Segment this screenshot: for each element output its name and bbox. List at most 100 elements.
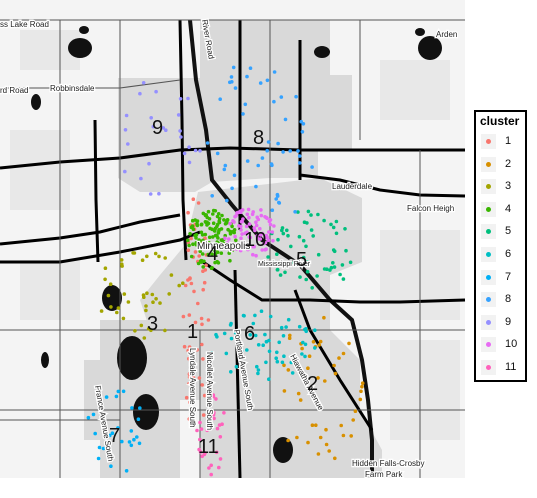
cluster-point-4 — [228, 229, 232, 234]
cluster-point-11 — [207, 381, 212, 386]
cluster-point-8 — [231, 65, 236, 70]
cluster-point-2 — [298, 398, 303, 402]
legend-label-11: 11 — [505, 361, 517, 373]
arden-label: Arden — [436, 30, 457, 39]
cluster-point-1 — [197, 254, 201, 258]
legend-key-5 — [481, 224, 496, 240]
cluster-point-7 — [97, 445, 102, 450]
cluster-point-2 — [308, 388, 312, 393]
cluster-point-7 — [104, 395, 109, 399]
cluster-point-11 — [209, 463, 213, 468]
cluster-point-8 — [275, 194, 280, 198]
legend-dot-1 — [486, 139, 491, 144]
cluster-point-11 — [212, 416, 216, 421]
cluster-point-1 — [206, 318, 211, 322]
cluster-point-5 — [306, 209, 311, 214]
cluster-point-4 — [206, 252, 210, 257]
cluster-point-6 — [313, 346, 317, 350]
cluster-point-3 — [108, 282, 113, 287]
cluster-point-1 — [188, 276, 192, 280]
cluster-point-6 — [290, 371, 295, 375]
cluster-point-5 — [289, 244, 293, 249]
cluster-point-4 — [206, 221, 211, 226]
lauderdale-label: Lauderdale — [332, 182, 373, 191]
cluster-point-7 — [121, 389, 126, 394]
cluster-point-9 — [179, 135, 183, 139]
cluster-point-7 — [96, 456, 101, 461]
cluster-point-4 — [225, 218, 230, 222]
cluster-point-7 — [101, 446, 106, 451]
cluster-point-5 — [304, 277, 309, 282]
cluster-point-3 — [109, 305, 113, 309]
cluster-point-6 — [300, 352, 304, 356]
cluster-point-2 — [310, 423, 315, 428]
cluster-point-6 — [297, 324, 302, 329]
lyndale-label: Lyndale Avenue South — [188, 348, 197, 428]
cluster-point-3 — [169, 273, 174, 277]
cluster-point-11 — [207, 427, 211, 431]
cluster-point-7 — [129, 429, 134, 433]
cluster-point-8 — [232, 173, 237, 178]
cluster-point-4 — [216, 236, 220, 240]
cluster-point-9 — [154, 89, 158, 94]
cluster-point-10 — [265, 216, 269, 221]
legend-item-11: 11 — [476, 358, 525, 378]
cluster-point-6 — [274, 356, 279, 361]
cluster-point-10 — [239, 236, 243, 240]
cluster-point-1 — [193, 320, 198, 325]
cluster-point-7 — [116, 426, 120, 430]
cluster-point-6 — [275, 350, 279, 355]
cluster-point-5 — [340, 263, 345, 267]
cluster-point-10 — [258, 237, 263, 241]
legend-key-11 — [481, 360, 496, 375]
cluster-point-9 — [178, 97, 183, 101]
cluster-point-9 — [187, 160, 192, 165]
cluster-point-8 — [215, 151, 220, 156]
legend-dot-9 — [486, 319, 491, 325]
cluster-point-3 — [145, 254, 149, 259]
legend-key-8 — [481, 292, 496, 308]
cluster-point-4 — [194, 236, 198, 240]
cluster-point-10 — [245, 212, 250, 217]
mississippi-label: Mississippi River — [258, 261, 311, 268]
cluster-point-8 — [277, 200, 281, 205]
cluster-point-6 — [286, 317, 291, 322]
cluster-point-7 — [108, 433, 112, 438]
cluster-point-9 — [138, 91, 142, 96]
legend-item-1: 1 — [476, 132, 525, 152]
cluster-point-9 — [157, 191, 161, 196]
highways — [0, 19, 466, 479]
cluster-point-8 — [223, 163, 228, 168]
cluster-point-2 — [327, 449, 332, 453]
legend-label-6: 6 — [505, 248, 512, 260]
legend-dot-10 — [486, 342, 491, 348]
cluster-point-1 — [201, 357, 205, 361]
cluster-point-11 — [195, 428, 199, 433]
cluster-point-1 — [189, 281, 194, 286]
cluster-point-4 — [200, 233, 205, 237]
cluster-point-5 — [325, 267, 329, 272]
cluster-point-4 — [200, 252, 205, 256]
cluster-point-2 — [306, 366, 310, 371]
cluster-point-8 — [272, 70, 277, 74]
cluster-point-8 — [229, 75, 234, 79]
cluster-point-5 — [316, 212, 320, 217]
cluster-point-9 — [141, 81, 146, 85]
cluster-point-10 — [266, 238, 271, 242]
cluster-point-10 — [251, 244, 255, 249]
cluster-point-2 — [306, 440, 310, 445]
cluster-point-3 — [142, 336, 147, 340]
cluster-label-10: 10 — [244, 229, 266, 251]
cluster-point-1 — [202, 393, 207, 398]
cluster-point-11 — [220, 422, 224, 427]
cluster-point-4 — [197, 238, 201, 242]
legend-label-2: 2 — [505, 157, 512, 170]
cluster-point-6 — [264, 360, 268, 365]
cluster-point-10 — [244, 224, 249, 229]
cluster-point-3 — [154, 297, 158, 301]
cluster-point-1 — [189, 236, 193, 241]
cluster-point-4 — [205, 215, 209, 220]
cluster-point-8 — [298, 161, 302, 165]
cluster-point-10 — [240, 246, 245, 251]
